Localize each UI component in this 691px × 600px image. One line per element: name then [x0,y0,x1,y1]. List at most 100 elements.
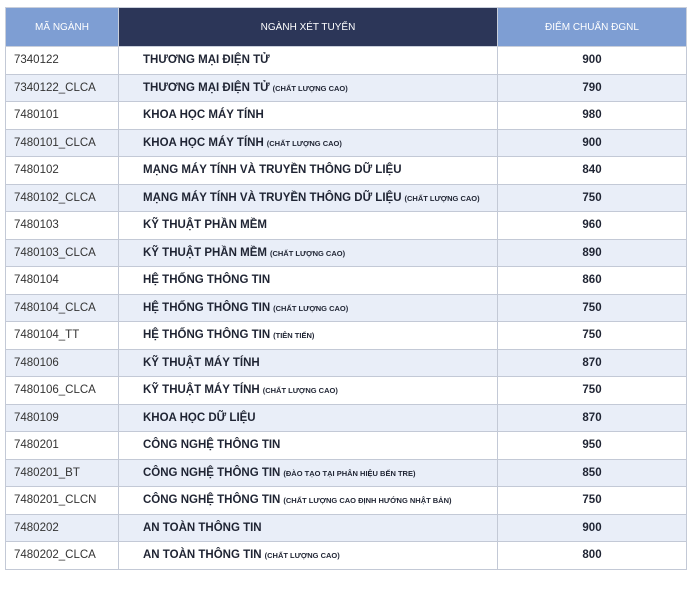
code-cell: 7480101_CLCA [5,128,119,157]
name-cell: KỸ THUẬT MÁY TÍNH (CHẤT LƯỢNG CAO) [118,376,498,405]
table-wrap: MÃ NGÀNH NGÀNH XÉT TUYỂN ĐIỂM CHUẨN ĐGNL… [5,7,687,570]
program-note: (CHẤT LƯỢNG CAO) [272,83,348,93]
program-name: KHOA HỌC MÁY TÍNH [143,136,264,149]
program-name: CÔNG NGHỆ THÔNG TIN [143,439,281,452]
code-cell: 7480102 [5,156,119,185]
code-cell: 7480109 [5,403,119,432]
code-cell: 7480103 [5,211,119,240]
code-cell: 7340122_CLCA [5,73,119,102]
program-note: (CHẤT LƯỢNG CAO) [404,193,480,203]
name-cell: HỆ THỐNG THÔNG TIN (TIÊN TIẾN) [118,321,498,350]
name-cell: THƯƠNG MẠI ĐIỆN TỬ [118,46,498,75]
header-cell: ĐIỂM CHUẨN ĐGNL [497,7,687,47]
name-cell: KỸ THUẬT MÁY TÍNH [118,348,498,377]
header-cell: NGÀNH XÉT TUYỂN [118,7,498,47]
score-cell: 750 [497,376,687,405]
score-cell: 840 [497,156,687,185]
table-row: 7480101 KHOA HỌC MÁY TÍNH 980 [5,101,687,130]
program-note: (CHẤT LƯỢNG CAO ĐỊNH HƯỚNG NHẬT BẢN) [283,496,452,506]
score-cell: 950 [497,431,687,460]
score-cell: 750 [497,486,687,515]
program-name: KỸ THUẬT PHẦN MỀM [143,246,267,259]
score-cell: 750 [497,293,687,322]
code-cell: 7480201_BT [5,458,119,487]
score-cell: 750 [497,321,687,350]
program-note: (CHẤT LƯỢNG CAO) [262,386,338,396]
name-cell: KỸ THUẬT PHẦN MỀM [118,211,498,240]
table-row: 7480109 KHOA HỌC DỮ LIỆU 870 [5,403,687,432]
name-cell: CÔNG NGHỆ THÔNG TIN (CHẤT LƯỢNG CAO ĐỊNH … [118,486,498,515]
code-cell: 7480104_TT [5,321,119,350]
program-name: CÔNG NGHỆ THÔNG TIN [143,494,281,507]
score-cell: 800 [497,541,687,570]
name-cell: MẠNG MÁY TÍNH VÀ TRUYỀN THÔNG DỮ LIỆU [118,156,498,185]
program-name: KỸ THUẬT MÁY TÍNH [143,356,260,369]
table-row: 7480201 CÔNG NGHỆ THÔNG TIN 950 [5,431,687,460]
table-row: 7480202_CLCA AN TOÀN THÔNG TIN (CHẤT LƯỢNG… [5,541,687,570]
program-name: HỆ THỐNG THÔNG TIN [143,274,271,287]
code-cell: 7480104 [5,266,119,295]
score-cell: 870 [497,403,687,432]
name-cell: KỸ THUẬT PHẦN MỀM (CHẤT LƯỢNG CAO) [118,238,498,267]
score-cell: 860 [497,266,687,295]
code-cell: 7480103_CLCA [5,238,119,267]
score-cell: 790 [497,73,687,102]
header-cell: MÃ NGÀNH [5,7,119,47]
table-row: 7480202 AN TOÀN THÔNG TIN 900 [5,513,687,542]
program-note: (CHẤT LƯỢNG CAO) [269,248,346,258]
code-cell: 7480104_CLCA [5,293,119,322]
table-row: 7340122_CLCA THƯƠNG MẠI ĐIỆN TỬ (CHẤT LƯỢN… [5,73,687,102]
code-cell: 7480202_CLCA [5,541,119,570]
code-cell: 7340122 [5,46,119,75]
code-cell: 7480102_CLCA [5,183,119,212]
program-name: MẠNG MÁY TÍNH VÀ TRUYỀN THÔNG DỮ LIỆU [143,164,402,177]
program-note: (ĐÀO TẠO TẠI PHÂN HIỆU BẾN TRE) [283,468,416,478]
program-name: HỆ THỐNG THÔNG TIN [143,329,271,342]
table-row: 7340122 THƯƠNG MẠI ĐIỆN TỬ 900 [5,46,687,75]
code-cell: 7480101 [5,101,119,130]
program-name: KHOA HỌC DỮ LIỆU [143,411,256,424]
table-row: 7480101_CLCA KHOA HỌC MÁY TÍNH (CHẤT LƯỢNG… [5,128,687,157]
score-cell: 900 [497,46,687,75]
table-row: 7480104_CLCA HỆ THỐNG THÔNG TIN (CHẤT LƯỢN… [5,293,687,322]
program-name: KỸ THUẬT MÁY TÍNH [143,384,260,397]
header-row: MÃ NGÀNH NGÀNH XÉT TUYỂN ĐIỂM CHUẨN ĐGNL [5,7,687,47]
name-cell: KHOA HỌC MÁY TÍNH [118,101,498,130]
table-row: 7480201_CLCN CÔNG NGHỆ THÔNG TIN (CHẤT LƯỢ… [5,486,687,515]
name-cell: KHOA HỌC DỮ LIỆU [118,403,498,432]
score-cell: 900 [497,128,687,157]
table-row: 7480104_TT HỆ THỐNG THÔNG TIN (TIÊN TIẾN) 7… [5,321,687,350]
table-body: 7340122 THƯƠNG MẠI ĐIỆN TỬ 900 7340122_CLCA… [5,46,687,570]
program-note: (TIÊN TIẾN) [273,331,315,341]
score-cell: 850 [497,458,687,487]
name-cell: THƯƠNG MẠI ĐIỆN TỬ (CHẤT LƯỢNG CAO) [118,73,498,102]
score-cell: 870 [497,348,687,377]
program-name: AN TOÀN THÔNG TIN [143,521,262,534]
name-cell: CÔNG NGHỆ THÔNG TIN [118,431,498,460]
code-cell: 7480106 [5,348,119,377]
table-row: 7480103_CLCA KỸ THUẬT PHẦN MỀM (CHẤT LƯỢNG… [5,238,687,267]
score-cell: 750 [497,183,687,212]
program-note: (CHẤT LƯỢNG CAO) [264,551,340,561]
code-cell: 7480202 [5,513,119,542]
program-name: MẠNG MÁY TÍNH VÀ TRUYỀN THÔNG DỮ LIỆU [143,191,402,204]
program-name: AN TOÀN THÔNG TIN [143,549,262,562]
table-row: 7480103 KỸ THUẬT PHẦN MỀM 960 [5,211,687,240]
code-cell: 7480201 [5,431,119,460]
score-cell: 890 [497,238,687,267]
score-cell: 960 [497,211,687,240]
name-cell: AN TOÀN THÔNG TIN (CHẤT LƯỢNG CAO) [118,541,498,570]
score-table: MÃ NGÀNH NGÀNH XÉT TUYỂN ĐIỂM CHUẨN ĐGNL… [5,7,687,570]
table-row: 7480106_CLCA KỸ THUẬT MÁY TÍNH (CHẤT LƯỢNG… [5,376,687,405]
program-name: KỸ THUẬT PHẦN MỀM [143,219,267,232]
code-cell: 7480201_CLCN [5,486,119,515]
program-name: HỆ THỐNG THÔNG TIN [143,301,271,314]
program-name: THƯƠNG MẠI ĐIỆN TỬ [143,54,270,67]
program-name: THƯƠNG MẠI ĐIỆN TỬ [143,81,270,94]
name-cell: HỆ THỐNG THÔNG TIN (CHẤT LƯỢNG CAO) [118,293,498,322]
score-cell: 980 [497,101,687,130]
table-row: 7480106 KỸ THUẬT MÁY TÍNH 870 [5,348,687,377]
name-cell: AN TOÀN THÔNG TIN [118,513,498,542]
program-name: KHOA HỌC MÁY TÍNH [143,109,264,122]
